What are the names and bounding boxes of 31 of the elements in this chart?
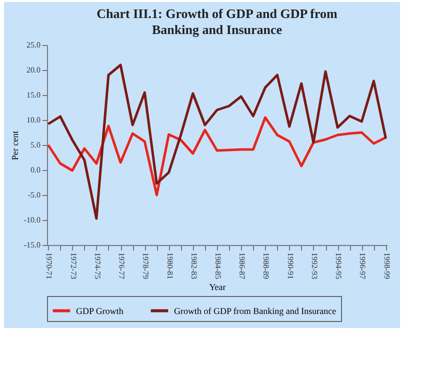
x-tick-label: 1972-73 — [68, 252, 78, 280]
x-tick-label: 1970-71 — [44, 252, 54, 280]
x-tick-label: 1998-99 — [382, 252, 392, 280]
legend-label: GDP Growth — [76, 306, 124, 316]
y-tick-label: 10.0 — [26, 116, 40, 124]
y-tick-label: 25.0 — [26, 40, 40, 50]
chart-title: Chart III.1: Growth of GDP and GDP from Banking and Insurance — [96, 6, 338, 37]
line-series — [46, 116, 388, 196]
x-tick-label: 1978-79 — [141, 252, 150, 280]
y-tick-label: -5.0 — [28, 190, 40, 200]
x-tick-label: 1988-89 — [262, 252, 271, 280]
x-tick-label: 1980-81 — [165, 252, 174, 280]
x-tick-label: 1974-75 — [92, 252, 102, 280]
y-tick-label: -15.0 — [24, 240, 40, 250]
x-tick-label: 1990-91 — [286, 252, 295, 280]
y-tick-label: 0.0 — [30, 166, 40, 174]
x-axis-title: Year — [209, 282, 226, 292]
x-tick-label: 1984-85 — [214, 252, 222, 280]
y-axis-title: Per cent — [10, 130, 20, 160]
x-tick-label: 1994-95 — [334, 252, 344, 280]
line-series — [46, 64, 388, 220]
x-tick-label: 1996-97 — [358, 252, 368, 280]
x-tick-label: 1986-87 — [238, 252, 247, 280]
y-tick-label: 15.0 — [26, 90, 40, 100]
y-tick-label: -10.0 — [24, 216, 40, 224]
legend-label: Growth of GDP from Banking and Insurance — [174, 306, 336, 316]
x-tick-label: 1982-83 — [189, 252, 198, 280]
x-tick-label: 1992-93 — [310, 252, 319, 280]
y-tick-label: 20.0 — [26, 66, 40, 74]
x-tick-label: 1976-77 — [117, 252, 126, 280]
y-tick-label: 5.0 — [30, 140, 40, 150]
